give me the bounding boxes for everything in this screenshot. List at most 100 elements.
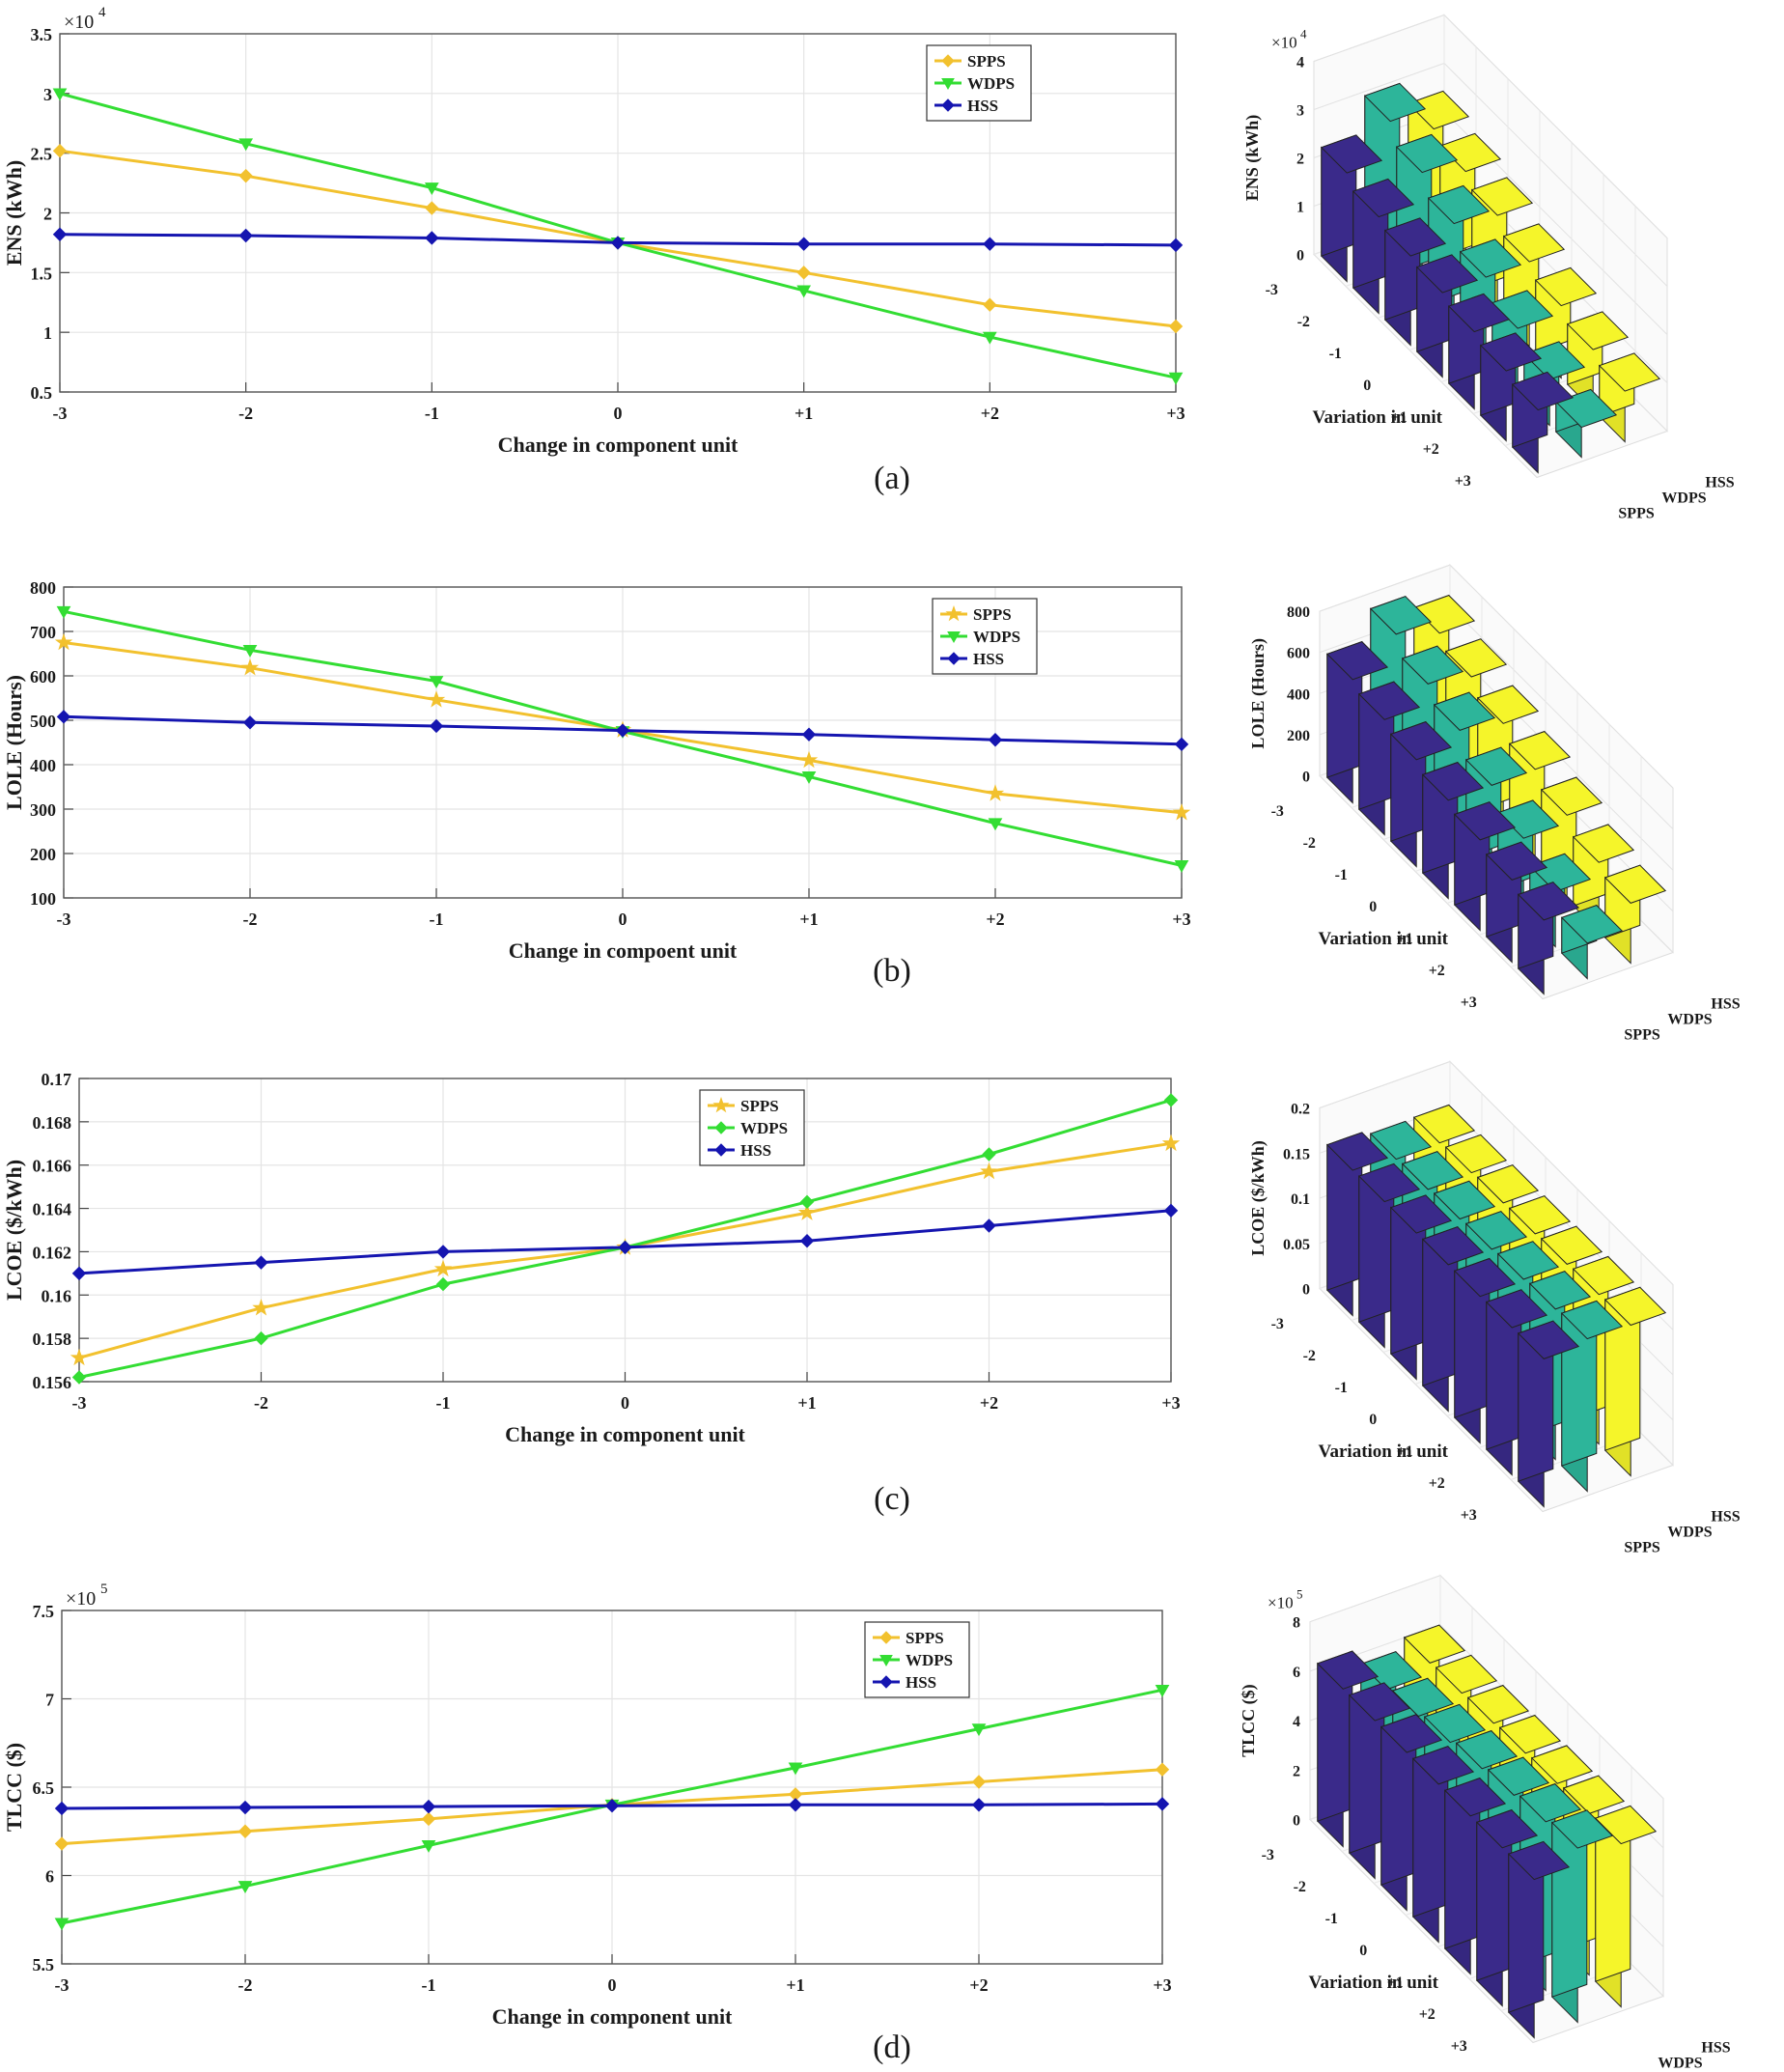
bar-top xyxy=(1348,1682,1411,1722)
x-tick-label: -1 xyxy=(1329,346,1342,362)
legend-marker-hss xyxy=(941,98,955,112)
data-point-hss xyxy=(610,236,626,250)
data-point-spps xyxy=(427,690,446,708)
data-point-wdps xyxy=(429,676,444,689)
data-point-wdps xyxy=(971,1723,987,1737)
data-point-spps xyxy=(252,1299,270,1316)
data-point-spps xyxy=(980,1162,998,1180)
bar-top xyxy=(1491,290,1554,329)
data-point-wdps xyxy=(242,644,258,658)
data-point-spps xyxy=(1155,1762,1170,1777)
x-tick-label: -2 xyxy=(1303,1348,1316,1364)
legend-label-wdps: WDPS xyxy=(906,1651,953,1669)
y-tick-label: 0.166 xyxy=(33,1157,72,1176)
y-axis-label: LOLE (Hours) xyxy=(2,675,26,810)
bar-top xyxy=(1443,1778,1507,1817)
bar-top xyxy=(1466,1685,1530,1724)
bar-hss xyxy=(1421,1225,1485,1413)
data-point-spps xyxy=(421,1811,436,1827)
legend-marker-wdps xyxy=(941,78,955,91)
bar-top xyxy=(1522,341,1586,380)
group-label-wdps: WDPS xyxy=(1667,1524,1712,1540)
bar-top xyxy=(1479,332,1543,372)
data-point-wdps xyxy=(52,88,68,101)
bar-top xyxy=(1395,133,1459,174)
x-tick-label: -3 xyxy=(1271,1316,1284,1332)
bar-top xyxy=(1540,1225,1603,1265)
bar-top xyxy=(1507,1840,1571,1881)
bar-top xyxy=(1502,223,1566,263)
y-tick-label: 800 xyxy=(30,578,56,598)
data-point-hss xyxy=(615,723,630,738)
x-tick-label: +3 xyxy=(1172,910,1190,929)
data-point-wdps xyxy=(799,1194,815,1210)
data-point-hss xyxy=(618,1240,632,1255)
data-point-wdps xyxy=(1155,1684,1170,1697)
x-tick-label: -3 xyxy=(1266,282,1278,298)
x-tick-label: -2 xyxy=(238,1975,253,1995)
z-tick-label: 2 xyxy=(1293,1763,1300,1779)
legend-label-wdps: WDPS xyxy=(967,74,1015,93)
legend: SPPS WDPS HSS xyxy=(926,44,1032,122)
data-point-wdps xyxy=(988,818,1003,831)
bar-top xyxy=(1528,1271,1592,1310)
bar-hss xyxy=(1453,800,1517,932)
bar-hss xyxy=(1517,1320,1580,1508)
x-tick-label: +1 xyxy=(1397,1443,1413,1460)
legend-label-spps: SPPS xyxy=(973,605,1012,624)
bar-top xyxy=(1444,1134,1508,1174)
bar-top xyxy=(1476,685,1540,724)
z-axis-label: ENS (kWh) xyxy=(1242,115,1263,202)
data-point-hss xyxy=(1163,1203,1179,1218)
data-point-wdps xyxy=(1174,860,1189,873)
data-point-hss xyxy=(1174,737,1189,752)
z-tick-label: 8 xyxy=(1293,1615,1300,1632)
z-tick-label: 1 xyxy=(1296,200,1304,216)
data-point-spps xyxy=(52,143,68,158)
bar-top xyxy=(1357,1162,1421,1203)
legend-marker-wdps xyxy=(879,1655,893,1667)
x-tick-label: 0 xyxy=(1363,378,1371,394)
bar-top xyxy=(1485,841,1548,881)
data-point-hss xyxy=(425,231,439,245)
x-axis-label: Change in component unit xyxy=(505,1422,745,1446)
y-tick-label: 0.164 xyxy=(33,1200,72,1219)
bar-top xyxy=(1444,638,1508,678)
x-tick-label: +3 xyxy=(1455,473,1471,490)
x-tick-label: -2 xyxy=(243,910,258,929)
x-tick-label: -3 xyxy=(1271,803,1284,820)
data-point-hss xyxy=(983,237,997,251)
bar-hss xyxy=(1357,681,1421,836)
data-point-spps xyxy=(1168,319,1184,334)
data-point-spps xyxy=(70,1348,89,1366)
legend-marker-wdps xyxy=(947,631,961,644)
y-tick-label: 6.5 xyxy=(33,1778,55,1798)
y-tick-label: 0.16 xyxy=(42,1286,72,1305)
legend-marker-spps xyxy=(941,54,955,68)
data-point-hss xyxy=(238,228,253,243)
data-point-wdps xyxy=(421,1840,436,1853)
x-tick-label: +3 xyxy=(1166,404,1185,423)
z-tick-label: 0 xyxy=(1302,770,1310,786)
bar-top xyxy=(1427,184,1491,225)
x-tick-label: +1 xyxy=(799,910,818,929)
legend-label-hss: HSS xyxy=(967,97,998,115)
x-tick-label: 0 xyxy=(1369,1412,1377,1428)
data-point-hss xyxy=(796,237,811,251)
y-tick-label: 1.5 xyxy=(31,264,53,283)
data-point-wdps xyxy=(237,1881,253,1893)
bar-top xyxy=(1401,645,1464,685)
x-tick-label: +3 xyxy=(1461,1507,1477,1524)
legend-label-spps: SPPS xyxy=(740,1097,779,1115)
bar-hss xyxy=(1389,1194,1453,1381)
data-point-wdps xyxy=(254,1330,268,1346)
bar-top xyxy=(1603,1286,1667,1327)
data-point-hss xyxy=(435,1245,451,1259)
x-tick-label: 0 xyxy=(608,1975,617,1995)
y-tick-label: 400 xyxy=(30,756,56,775)
data-point-hss xyxy=(421,1799,436,1814)
bar-top xyxy=(1459,238,1522,278)
bar-top xyxy=(1572,1255,1635,1296)
